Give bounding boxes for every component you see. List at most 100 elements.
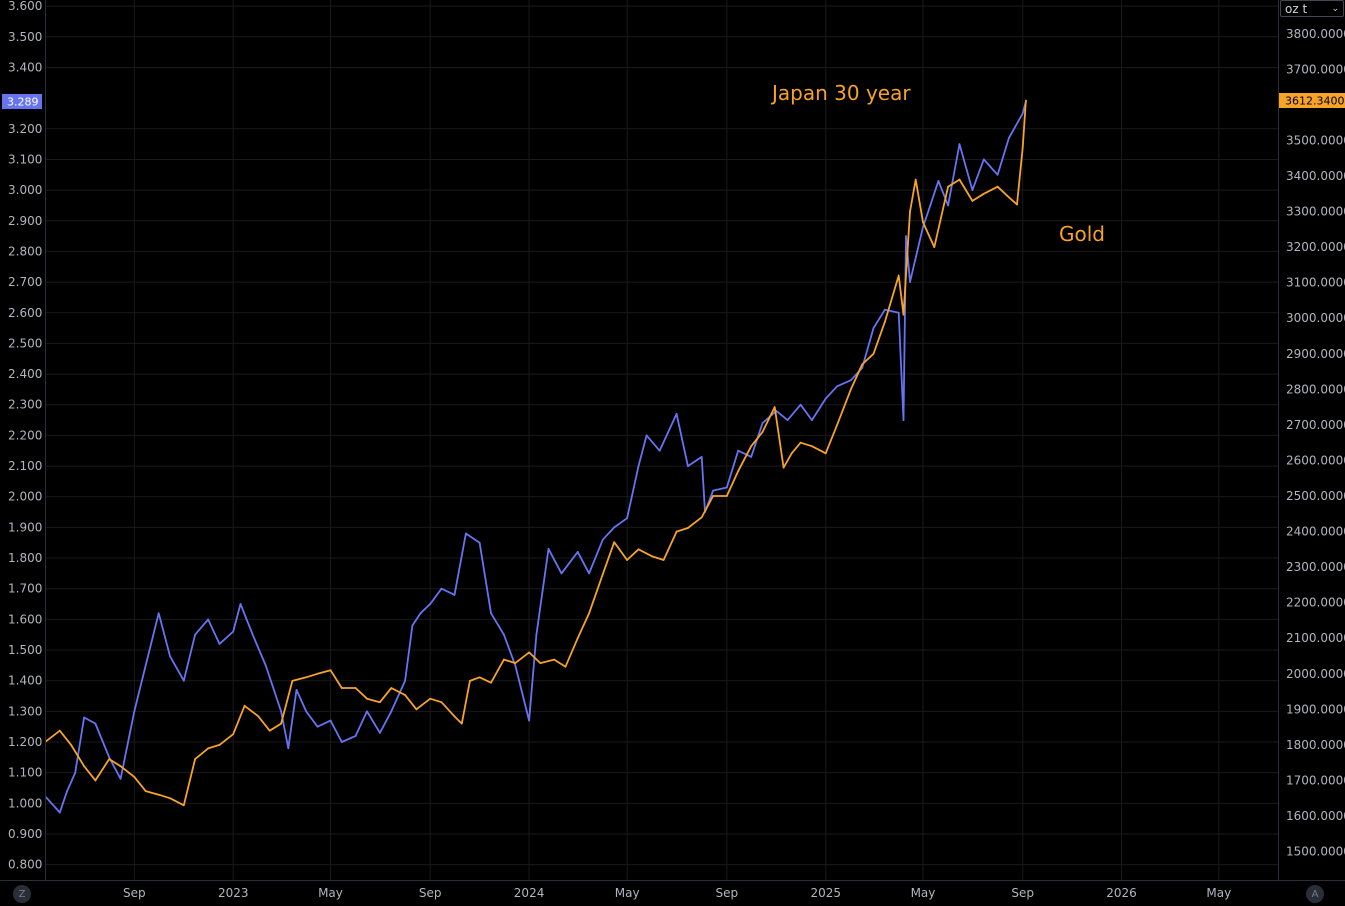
gold-series-line-point — [712, 495, 714, 497]
auto-scale-toggle[interactable]: A — [1306, 885, 1324, 903]
gold-annotation: Gold — [1059, 222, 1105, 246]
gold-series-line-point — [316, 672, 319, 675]
japan-30y-series-line-point — [799, 403, 802, 406]
gold-series-line-point — [58, 729, 61, 732]
units-select[interactable]: oz t ⌄ — [1280, 0, 1344, 17]
japan-30y-series-line-point — [305, 710, 308, 713]
left-tick-label: 1.900 — [8, 520, 42, 534]
gold-series-line-point — [883, 320, 886, 323]
left-tick-label: 3.500 — [8, 30, 42, 44]
right-tick-label: 2800.0000 — [1286, 382, 1345, 396]
japan-30y-series-line-point — [872, 327, 875, 329]
gold-series-line-point — [429, 697, 432, 700]
right-tick-label: 1700.0000 — [1286, 773, 1345, 787]
gold-series-line-point — [478, 676, 481, 679]
japan-30y-series-line-point — [883, 308, 886, 311]
time-tick-label: 2025 — [810, 886, 841, 900]
left-tick-label: 1.800 — [8, 551, 42, 565]
japan-30y-series-line-point — [83, 716, 85, 719]
time-axis-ticks: Sep 2023 May Sep 2024 May Sep 2025 May Sep 2026 May — [123, 886, 1231, 900]
gold-series-line-point — [291, 679, 294, 682]
japan-30y-series-line-point — [144, 664, 147, 667]
gold-series-line-point — [902, 313, 905, 316]
right-tick-label: 2500.0000 — [1286, 489, 1345, 503]
left-tick-label: 3.200 — [8, 122, 42, 136]
gold-series-line-point — [637, 548, 640, 551]
japan-30y-series-line-point — [182, 679, 185, 682]
japan-30y-series-line-point — [453, 593, 456, 596]
right-tick-label: 2200.0000 — [1286, 596, 1345, 610]
left-tick-label: 1.200 — [8, 735, 42, 749]
gold-series-line-point — [207, 747, 210, 750]
japan-30y-series-line-point — [947, 204, 950, 207]
left-tick-label: 2.000 — [8, 490, 42, 504]
left-tick-label: 2.500 — [8, 336, 42, 350]
gold-series-line-point — [257, 715, 260, 718]
left-tick-label: 2.600 — [8, 306, 42, 320]
gold-series-line-point — [553, 658, 556, 661]
gold-series-line-point — [790, 452, 793, 455]
japan-30y-series-line-point — [280, 710, 282, 713]
left-axis-ticks: 3.600 3.500 3.400 3.200 3.100 3.000 2.900 2.800… — [8, 0, 42, 872]
gold-series-line-point — [958, 178, 961, 181]
gold-series-line-point — [194, 758, 197, 761]
japan-30y-series-line-point — [354, 734, 357, 737]
gold-series-line-point — [390, 687, 393, 689]
right-axis-ticks: 3800.0000 3700.0000 3500.0000 3400.0000 3300… — [1286, 27, 1345, 859]
right-tick-label: 3500.0000 — [1286, 133, 1345, 147]
japan-30y-series-line-point — [440, 587, 443, 590]
left-tick-label: 2.900 — [8, 214, 42, 228]
left-tick-label: 2.300 — [8, 398, 42, 412]
gold-series-line-point — [947, 185, 950, 188]
gold-series-line — [45, 100, 1027, 807]
japan-30y-series-line-point — [675, 413, 678, 415]
left-tick-label: 3.600 — [8, 0, 42, 13]
left-tick-label: 1.000 — [8, 796, 42, 810]
japan-30y-series-line-point — [725, 486, 728, 489]
right-axis-background — [1278, 0, 1345, 880]
left-tick-label: 3.400 — [8, 60, 42, 74]
gold-series-line-point — [83, 765, 85, 768]
gold-series-line-point — [503, 658, 505, 661]
gold-series-line-point — [782, 466, 785, 469]
right-tick-label: 3700.0000 — [1286, 62, 1345, 76]
right-tick-label: 3800.0000 — [1286, 27, 1345, 41]
japan-30y-series-line-point — [929, 204, 932, 207]
chevron-down-icon: ⌄ — [1331, 3, 1339, 14]
left-tick-label: 2.800 — [8, 244, 42, 258]
japan-30y-series-line-point — [295, 688, 298, 691]
japan-30y-series-line-point — [958, 143, 961, 146]
japan-30y-series-line-point — [316, 725, 319, 728]
right-tick-label: 2900.0000 — [1286, 347, 1345, 361]
right-tick-label: 3100.0000 — [1286, 276, 1345, 290]
gold-series-line-point — [157, 793, 160, 796]
japan-30y-series-line-point — [700, 455, 703, 458]
time-tick-label: Sep — [123, 886, 146, 900]
log-scale-toggle[interactable]: Z — [13, 885, 31, 903]
time-tick-label: Sep — [716, 886, 739, 900]
left-last-value-label: 3.289 — [2, 93, 42, 109]
japan-30y-series-line-point — [601, 538, 604, 541]
left-tick-label: 1.100 — [8, 766, 42, 780]
gold-series-line-point — [280, 722, 282, 725]
japan-30y-series-line-point — [478, 541, 481, 544]
gold-series-line-point — [404, 694, 406, 697]
grid-layer — [46, 0, 1278, 880]
japan-30y-series-line-point — [836, 385, 838, 388]
right-tick-label: 3200.0000 — [1286, 240, 1345, 254]
gold-series-line-point — [1021, 146, 1024, 149]
gold-series-line-point — [982, 192, 985, 195]
gold-series-line-point — [861, 363, 864, 366]
left-last-value-background — [2, 93, 42, 109]
gold-series-line-point — [182, 804, 185, 807]
japan-30y-series-line-point — [786, 419, 789, 421]
gold-series-line-point — [144, 790, 147, 793]
left-tick-label: 1.300 — [8, 704, 42, 718]
japan-30y-series-line-point — [937, 180, 940, 182]
gold-series-line-point — [849, 388, 852, 391]
gold-series-line-point — [996, 185, 999, 188]
gold-series-line-point — [675, 530, 678, 533]
japan-30y-series-line-point — [251, 633, 254, 636]
japan-30y-series-line-point — [982, 158, 985, 161]
japan-30y-series-line-point — [94, 722, 97, 725]
